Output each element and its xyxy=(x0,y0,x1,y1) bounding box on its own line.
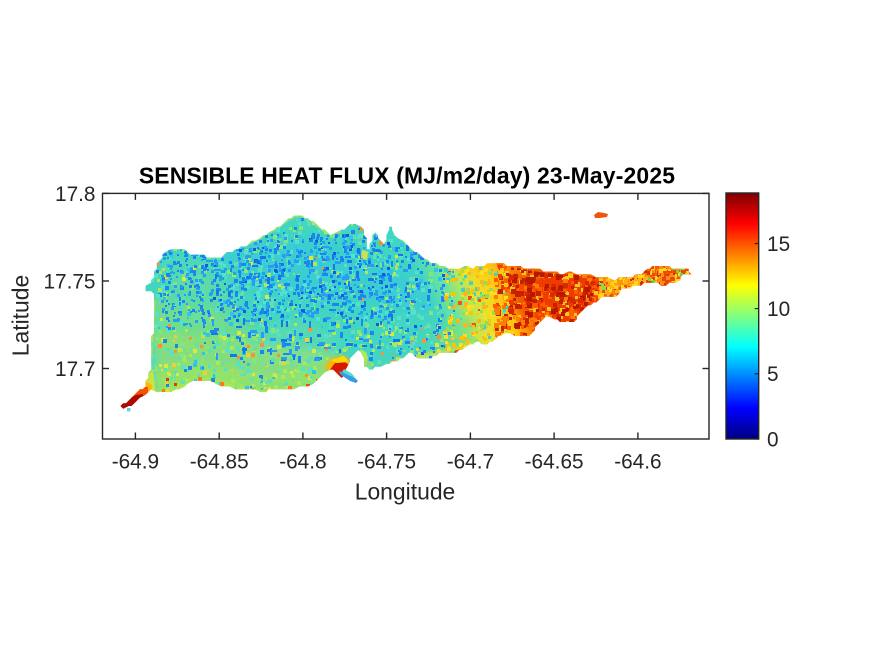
svg-text:0: 0 xyxy=(767,428,779,451)
svg-text:15: 15 xyxy=(767,233,790,256)
svg-text:-64.85: -64.85 xyxy=(190,450,249,473)
svg-text:-64.65: -64.65 xyxy=(525,450,584,473)
svg-text:-64.6: -64.6 xyxy=(614,450,661,473)
svg-text:17.75: 17.75 xyxy=(43,270,95,293)
svg-text:17.8: 17.8 xyxy=(55,183,95,206)
svg-text:-64.9: -64.9 xyxy=(112,450,159,473)
svg-text:17.7: 17.7 xyxy=(55,358,95,381)
svg-text:5: 5 xyxy=(767,363,779,386)
svg-text:Longitude: Longitude xyxy=(355,478,456,504)
svg-text:SENSIBLE HEAT FLUX (MJ/m2/day): SENSIBLE HEAT FLUX (MJ/m2/day) 23-May-20… xyxy=(139,162,675,188)
svg-text:Latitude: Latitude xyxy=(7,275,33,356)
svg-text:10: 10 xyxy=(767,298,790,321)
svg-text:-64.7: -64.7 xyxy=(447,450,494,473)
svg-text:-64.8: -64.8 xyxy=(279,450,326,473)
svg-text:-64.75: -64.75 xyxy=(357,450,416,473)
